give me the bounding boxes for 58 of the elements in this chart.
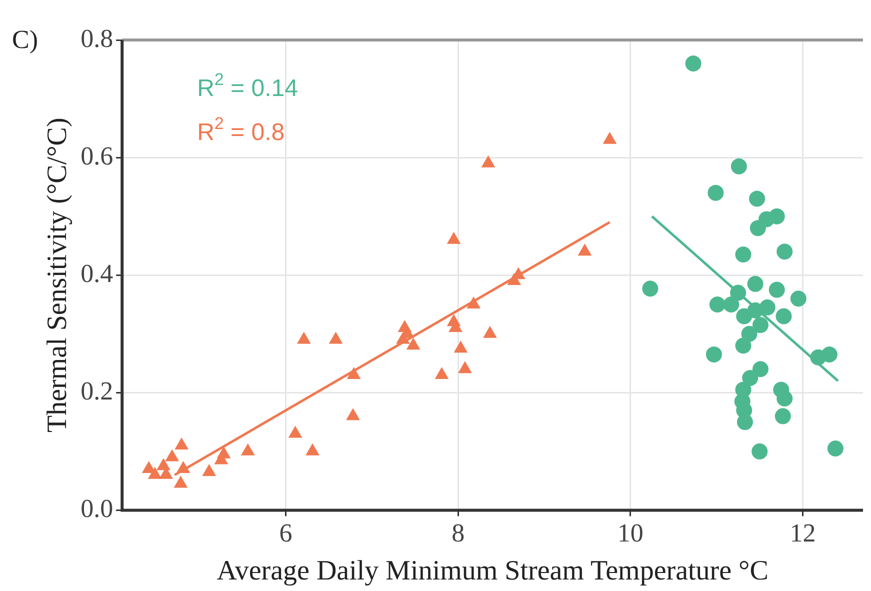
point <box>776 390 793 407</box>
point <box>406 338 420 350</box>
point <box>747 302 764 318</box>
y-tick-label: 0.8 <box>80 24 114 53</box>
x-axis-title: Average Daily Minimum Stream Temperature °C <box>216 556 768 587</box>
point <box>730 284 746 301</box>
point <box>288 426 302 438</box>
point <box>296 332 311 344</box>
point <box>735 338 752 354</box>
x-tick-label: 12 <box>790 518 816 548</box>
point <box>730 158 747 174</box>
x-tick-label: 6 <box>279 518 292 548</box>
y-tick-label: 0.0 <box>80 494 114 524</box>
point <box>483 326 497 338</box>
point <box>642 280 658 297</box>
x-tick-label: 8 <box>452 518 465 548</box>
point <box>749 190 766 207</box>
point <box>346 408 360 420</box>
point <box>176 461 190 474</box>
point <box>706 346 722 362</box>
point <box>747 276 764 292</box>
point <box>458 361 472 374</box>
point <box>774 408 791 424</box>
point <box>174 438 188 450</box>
point <box>810 349 826 366</box>
point <box>708 184 724 201</box>
y-tick-label: 0.4 <box>80 258 114 288</box>
point <box>328 332 343 344</box>
point <box>752 361 768 378</box>
point <box>434 367 449 380</box>
point <box>685 56 702 72</box>
x-tick-label: 10 <box>617 518 644 548</box>
point <box>752 317 768 334</box>
point <box>741 326 758 342</box>
point <box>346 367 361 380</box>
point <box>742 370 758 386</box>
point <box>454 340 468 353</box>
point <box>396 332 410 344</box>
point <box>776 308 792 324</box>
point <box>306 443 320 456</box>
point <box>752 443 768 460</box>
point <box>174 476 188 488</box>
point <box>723 296 740 312</box>
y-tick-label: 0.6 <box>80 141 114 170</box>
point <box>790 290 806 307</box>
y-tick-label: 0.2 <box>80 376 114 406</box>
point <box>750 220 766 236</box>
text: C) <box>12 25 38 54</box>
point <box>240 443 255 456</box>
point <box>202 464 216 476</box>
point <box>165 449 179 462</box>
point <box>827 440 844 456</box>
point <box>776 244 793 260</box>
point <box>709 296 726 312</box>
y-axis-title: Thermal Sensitivity (°C/°C) <box>42 118 74 433</box>
point <box>735 246 752 263</box>
point <box>156 458 170 470</box>
point <box>768 282 785 298</box>
